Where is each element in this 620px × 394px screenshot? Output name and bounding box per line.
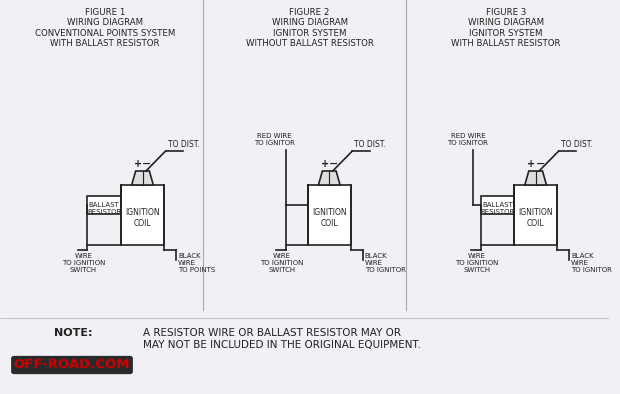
Text: −: − bbox=[329, 159, 339, 169]
Text: −: − bbox=[142, 159, 152, 169]
Text: OFF-ROAD.COM: OFF-ROAD.COM bbox=[14, 359, 130, 372]
Text: BLACK
WIRE
TO IGNITOR: BLACK WIRE TO IGNITOR bbox=[571, 253, 612, 273]
Polygon shape bbox=[131, 171, 153, 185]
Text: IGNITION
COIL: IGNITION COIL bbox=[312, 208, 347, 228]
Text: TO DIST.: TO DIST. bbox=[560, 140, 593, 149]
Text: WIRE
TO IGNITION
SWITCH: WIRE TO IGNITION SWITCH bbox=[455, 253, 498, 273]
Bar bbox=[87, 196, 121, 214]
Polygon shape bbox=[525, 171, 546, 185]
Text: +: + bbox=[134, 159, 142, 169]
Text: WIRE
TO IGNITION
SWITCH: WIRE TO IGNITION SWITCH bbox=[62, 253, 105, 273]
Text: +: + bbox=[527, 159, 535, 169]
Text: TO DIST.: TO DIST. bbox=[354, 140, 386, 149]
Bar bbox=[514, 185, 557, 245]
Text: FIGURE 1
WIRING DIAGRAM
CONVENTIONAL POINTS SYSTEM
WITH BALLAST RESISTOR: FIGURE 1 WIRING DIAGRAM CONVENTIONAL POI… bbox=[35, 8, 175, 48]
Text: IGNITION
COIL: IGNITION COIL bbox=[518, 208, 553, 228]
Text: BLACK
WIRE
TO POINTS: BLACK WIRE TO POINTS bbox=[178, 253, 215, 273]
Text: −: − bbox=[536, 159, 545, 169]
Text: RED WIRE
TO IGNITOR: RED WIRE TO IGNITOR bbox=[254, 133, 294, 146]
Polygon shape bbox=[319, 171, 340, 185]
Text: +: + bbox=[321, 159, 329, 169]
Text: WIRE
TO IGNITION
SWITCH: WIRE TO IGNITION SWITCH bbox=[260, 253, 304, 273]
Text: IGNITION
COIL: IGNITION COIL bbox=[125, 208, 160, 228]
Bar bbox=[121, 185, 164, 245]
Text: RED WIRE
TO IGNITOR: RED WIRE TO IGNITOR bbox=[448, 133, 489, 146]
Text: FIGURE 2
WIRING DIAGRAM
IGNITOR SYSTEM
WITHOUT BALLAST RESISTOR: FIGURE 2 WIRING DIAGRAM IGNITOR SYSTEM W… bbox=[246, 8, 373, 48]
Text: BALLAST
RESISTOR: BALLAST RESISTOR bbox=[480, 201, 515, 214]
Text: BLACK
WIRE
TO IGNITOR: BLACK WIRE TO IGNITOR bbox=[365, 253, 405, 273]
Text: TO DIST.: TO DIST. bbox=[167, 140, 200, 149]
Text: BALLAST
RESISTOR: BALLAST RESISTOR bbox=[87, 201, 122, 214]
Bar bbox=[480, 196, 514, 214]
Text: FIGURE 3
WIRING DIAGRAM
IGNITOR SYSTEM
WITH BALLAST RESISTOR: FIGURE 3 WIRING DIAGRAM IGNITOR SYSTEM W… bbox=[451, 8, 561, 48]
Text: NOTE:: NOTE: bbox=[54, 328, 92, 338]
Text: A RESISTOR WIRE OR BALLAST RESISTOR MAY OR
MAY NOT BE INCLUDED IN THE ORIGINAL E: A RESISTOR WIRE OR BALLAST RESISTOR MAY … bbox=[143, 328, 420, 349]
Bar bbox=[308, 185, 351, 245]
